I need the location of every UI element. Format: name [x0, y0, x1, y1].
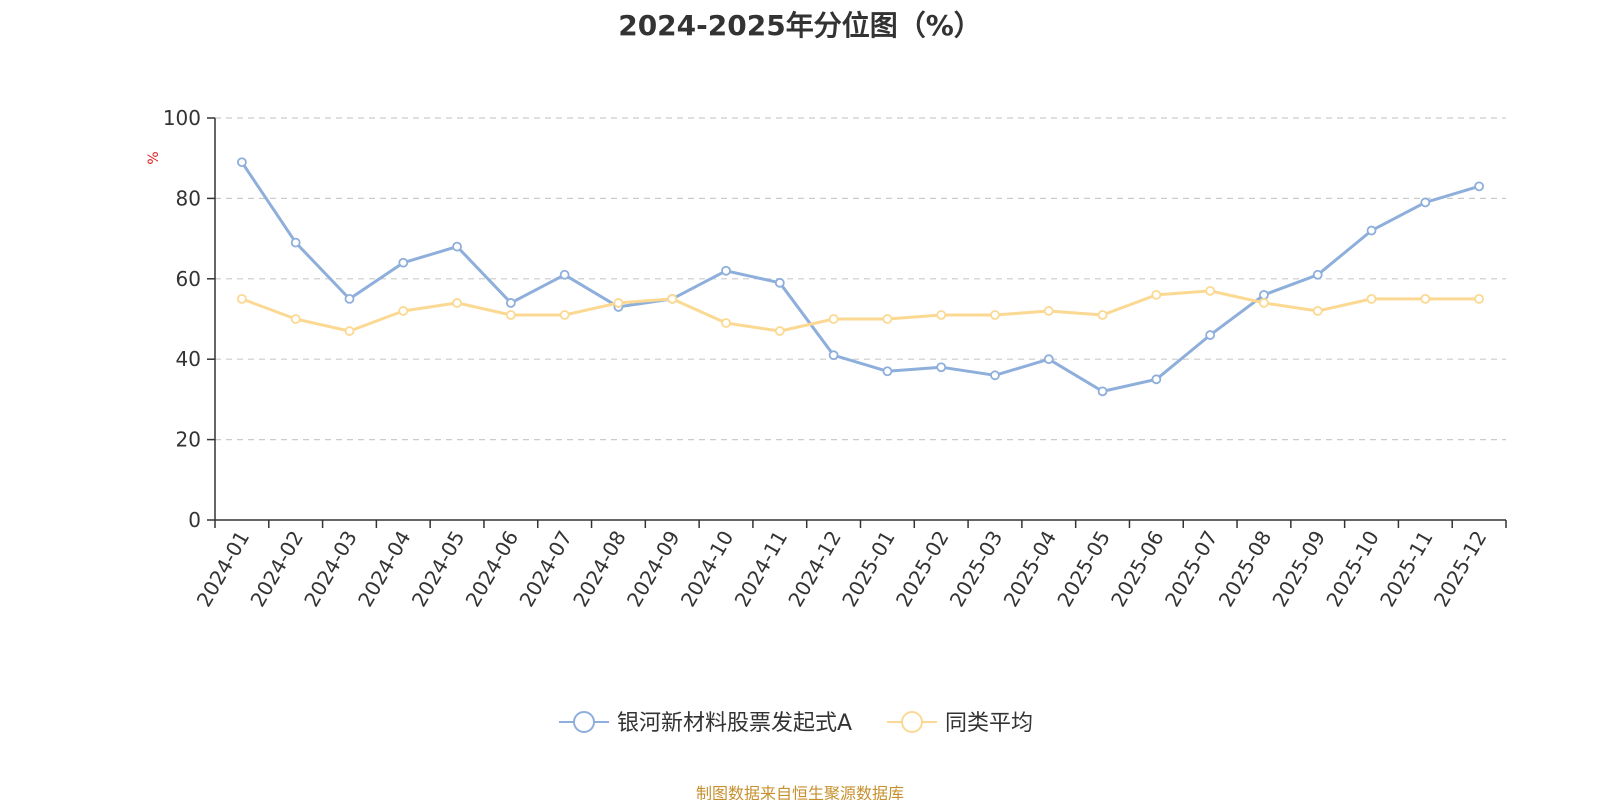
y-tick-label-80: 80 [176, 186, 201, 210]
data-point[interactable] [1097, 386, 1108, 397]
data-point[interactable] [828, 314, 839, 324]
x-tick-labels: 2024-012024-022024-032024-042024-052024-… [192, 527, 1492, 611]
data-point[interactable] [774, 326, 785, 336]
data-point[interactable] [774, 277, 785, 288]
data-point[interactable] [1151, 374, 1162, 385]
data-point[interactable] [452, 241, 462, 252]
data-point[interactable] [1097, 310, 1108, 320]
legend-marker-icon [901, 711, 923, 733]
data-point[interactable] [1151, 289, 1162, 300]
data-point[interactable] [290, 314, 301, 324]
legend-label-0: 银河新材料股票发起式A [617, 711, 852, 736]
series-line-0 [240, 161, 1480, 393]
legend[interactable]: 银河新材料股票发起式A 同类平均 [559, 711, 1033, 736]
legend-item-0[interactable]: 银河新材料股票发起式A [559, 711, 852, 736]
data-point[interactable] [882, 314, 893, 324]
data-point[interactable] [1043, 306, 1054, 316]
series-lines [236, 157, 1485, 397]
data-point[interactable] [828, 350, 839, 361]
y-tick-label-60: 60 [176, 267, 201, 291]
data-point[interactable] [505, 298, 516, 308]
data-point[interactable] [344, 326, 355, 336]
legend-label-1: 同类平均 [945, 711, 1033, 736]
data-point[interactable] [936, 310, 947, 320]
data-point[interactable] [1312, 269, 1323, 280]
data-point[interactable] [882, 366, 893, 377]
grid-lines [215, 117, 1506, 441]
data-point[interactable] [613, 298, 624, 308]
data-point[interactable] [1312, 306, 1323, 316]
data-point[interactable] [1259, 298, 1269, 308]
data-point[interactable] [236, 293, 247, 304]
data-point[interactable] [398, 306, 409, 316]
data-point[interactable] [1366, 225, 1377, 236]
data-point[interactable] [1259, 289, 1269, 300]
source-credit: 制图数据来自恒生聚源数据库 [695, 784, 904, 800]
data-point[interactable] [236, 157, 247, 168]
y-tick-label-100: 100 [163, 106, 201, 130]
data-point[interactable] [559, 269, 570, 280]
data-point[interactable] [1205, 285, 1216, 296]
data-point[interactable] [1474, 181, 1485, 192]
data-point[interactable] [1420, 197, 1431, 208]
chart-title: 2024-2025年分位图（%） [618, 9, 982, 42]
data-point[interactable] [990, 370, 1000, 381]
data-point[interactable] [559, 310, 570, 320]
x-tick-label-2025-12: 2025-12 [1429, 527, 1492, 611]
series-1 [236, 285, 1485, 336]
data-point[interactable] [452, 298, 462, 308]
data-point[interactable] [505, 310, 516, 320]
data-point[interactable] [721, 318, 731, 328]
data-point[interactable] [1366, 293, 1377, 304]
legend-marker-icon [573, 711, 595, 733]
data-point[interactable] [398, 257, 409, 268]
data-point[interactable] [990, 310, 1000, 320]
y-tick-label-0: 0 [188, 508, 201, 532]
legend-item-1[interactable]: 同类平均 [887, 711, 1033, 736]
data-point[interactable] [290, 237, 301, 248]
y-tick-label-40: 40 [176, 347, 201, 371]
y-axis-unit-label: % [146, 151, 162, 164]
data-point[interactable] [667, 293, 678, 304]
y-tick-label-20: 20 [176, 428, 201, 452]
data-point[interactable] [936, 362, 947, 373]
data-point[interactable] [1474, 293, 1485, 304]
series-line-1 [241, 289, 1480, 333]
data-point[interactable] [1420, 293, 1431, 304]
data-point[interactable] [344, 293, 355, 304]
series-0 [236, 157, 1485, 397]
data-point[interactable] [1205, 330, 1216, 340]
data-point[interactable] [1043, 354, 1054, 365]
data-point[interactable] [721, 265, 731, 276]
y-tick-labels: 0 20 40 60 80 100 [163, 106, 201, 532]
axes [207, 117, 1507, 528]
